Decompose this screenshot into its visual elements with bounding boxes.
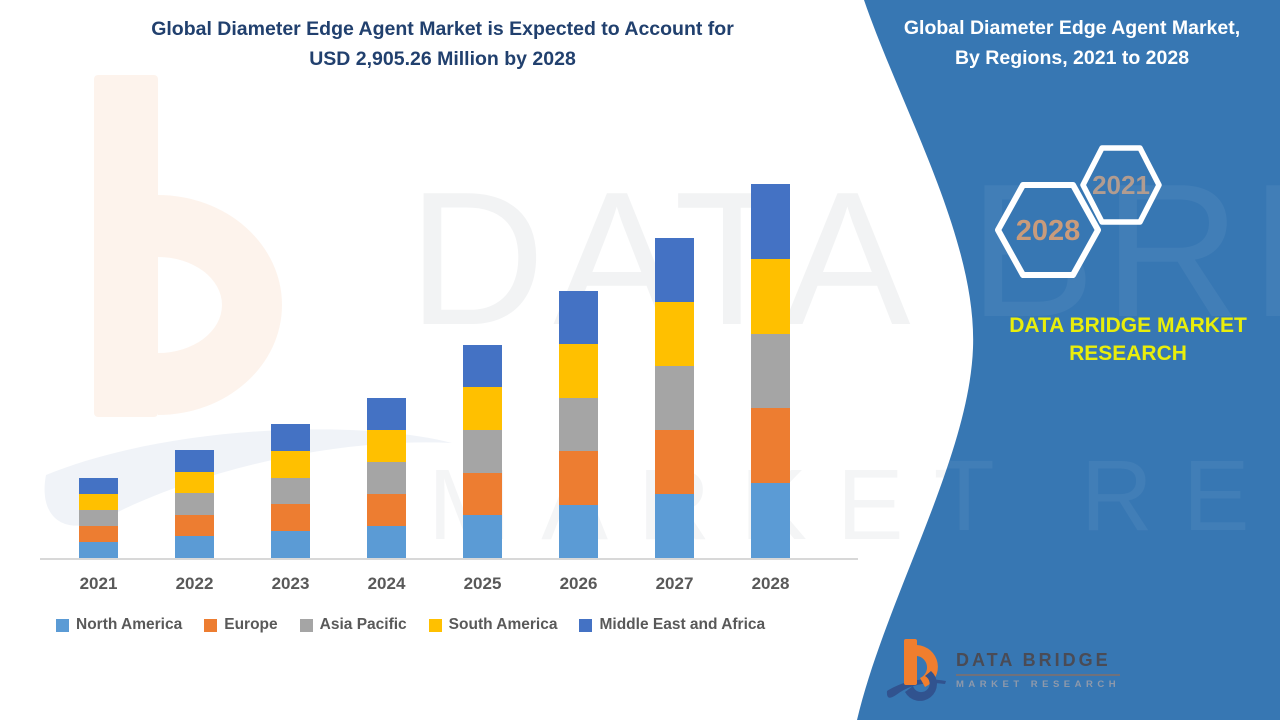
bar-segment-middle-east-and-africa [79, 478, 118, 494]
bar-segment-europe [751, 408, 790, 484]
bar-segment-north-america [367, 525, 406, 558]
bar-segment-asia-pacific [367, 461, 406, 494]
bar-segment-north-america [655, 494, 694, 558]
bar-segment-asia-pacific [271, 477, 310, 505]
bar-segment-middle-east-and-africa [463, 344, 502, 388]
bar-segment-middle-east-and-africa [751, 184, 790, 259]
bar-2024 [367, 397, 406, 558]
bar-segment-south-america [175, 471, 214, 494]
panel-title-line2: By Regions, 2021 to 2028 [954, 47, 1190, 69]
bar-segment-europe [79, 526, 118, 542]
legend-label: Middle East and Africa [599, 616, 766, 633]
bar-segment-europe [463, 472, 502, 516]
legend-swatch-icon [428, 618, 442, 632]
logo-text: DATA BRIDGE MARKET RESEARCH [956, 650, 1121, 690]
legend-label: Asia Pacific [319, 616, 407, 633]
x-axis-label-2022: 2022 [175, 574, 214, 593]
hexagon-2028-label: 2028 [1016, 215, 1081, 247]
logo-subtitle: MARKET RESEARCH [956, 679, 1121, 690]
bar-2027 [655, 238, 694, 558]
bar-2028 [751, 184, 790, 558]
x-axis-label-2025: 2025 [463, 574, 502, 593]
bar-segment-south-america [79, 494, 118, 510]
bar-segment-south-america [751, 258, 790, 334]
legend-item-south-america: South America [428, 616, 558, 634]
bar-segment-north-america [463, 515, 502, 558]
legend-label: Europe [224, 616, 278, 633]
data-bridge-logo-icon [886, 639, 946, 701]
chart-legend: North America Europe Asia Pacific South Ame… [56, 616, 765, 634]
bar-segment-asia-pacific [559, 397, 598, 452]
hexagon-badge-2021: 2021 [1080, 145, 1162, 225]
bar-segment-middle-east-and-africa [655, 238, 694, 302]
bar-segment-north-america [175, 536, 214, 558]
bar-segment-middle-east-and-africa [559, 291, 598, 345]
legend-swatch-icon [299, 618, 313, 632]
bar-segment-north-america [559, 504, 598, 558]
bar-segment-south-america [463, 387, 502, 430]
logo-name: DATA BRIDGE [956, 650, 1121, 676]
data-bridge-logo: DATA BRIDGE MARKET RESEARCH [884, 633, 1121, 707]
bar-segment-asia-pacific [463, 429, 502, 473]
bar-2025 [463, 344, 502, 558]
legend-swatch-icon [579, 618, 593, 632]
bar-segment-middle-east-and-africa [175, 450, 214, 472]
data-bridge-logo-watermark [44, 75, 452, 526]
bar-segment-north-america [751, 483, 790, 558]
bar-segment-middle-east-and-africa [367, 397, 406, 430]
bar-segment-europe [655, 430, 694, 494]
bar-segment-europe [271, 504, 310, 532]
x-axis-label-2028: 2028 [751, 574, 790, 593]
legend-label: South America [448, 616, 558, 633]
legend-item-asia-pacific: Asia Pacific [299, 616, 407, 634]
x-axis-label-2021: 2021 [79, 574, 118, 593]
chart-title: Global Diameter Edge Agent Market is Exp… [40, 14, 845, 74]
hexagon-badge-2028: 2028 [995, 182, 1101, 278]
bar-segment-south-america [271, 450, 310, 478]
bar-segment-north-america [79, 542, 118, 558]
bar-segment-south-america [367, 429, 406, 462]
bar-segment-south-america [559, 344, 598, 398]
bar-segment-asia-pacific [175, 493, 214, 515]
x-axis-label-2027: 2027 [655, 574, 694, 593]
chart-title-line1: Global Diameter Edge Agent Market is Exp… [151, 18, 734, 40]
legend-item-middle-east-and-africa: Middle East and Africa [579, 616, 765, 634]
bar-segment-south-america [655, 302, 694, 366]
bar-2021 [79, 478, 118, 558]
x-axis-line [40, 558, 858, 560]
x-axis-label-2024: 2024 [367, 574, 406, 593]
legend-label: North America [76, 616, 183, 633]
bar-segment-asia-pacific [79, 510, 118, 526]
x-axis-label-2023: 2023 [271, 574, 310, 593]
brand-text: DATA BRIDGE MARKET RESEARCH [948, 312, 1280, 368]
brand-text-line2: RESEARCH [1069, 342, 1187, 365]
legend-item-north-america: North America [56, 616, 182, 634]
chart-title-line2: USD 2,905.26 Million by 2028 [309, 48, 576, 70]
x-axis-label-2026: 2026 [559, 574, 598, 593]
legend-swatch-icon [204, 618, 218, 632]
bar-2023 [271, 424, 310, 558]
bar-2026 [559, 291, 598, 558]
bar-segment-north-america [271, 531, 310, 558]
legend-swatch-icon [56, 618, 69, 632]
panel-watermark-line2: MARKET RESEARCH [428, 440, 1280, 552]
bar-segment-asia-pacific [655, 366, 694, 430]
brand-text-line1: DATA BRIDGE MARKET [1009, 314, 1247, 337]
legend-item-europe: Europe [204, 616, 278, 634]
bar-segment-asia-pacific [751, 333, 790, 409]
hexagon-2021-label: 2021 [1092, 170, 1150, 200]
bar-segment-europe [367, 493, 406, 526]
bar-segment-europe [559, 451, 598, 505]
bar-segment-middle-east-and-africa [271, 424, 310, 451]
panel-title-line1: Global Diameter Edge Agent Market, [903, 17, 1241, 39]
panel-title: Global Diameter Edge Agent Market, By Re… [872, 13, 1272, 73]
bar-2022 [175, 450, 214, 558]
bar-segment-europe [175, 514, 214, 537]
